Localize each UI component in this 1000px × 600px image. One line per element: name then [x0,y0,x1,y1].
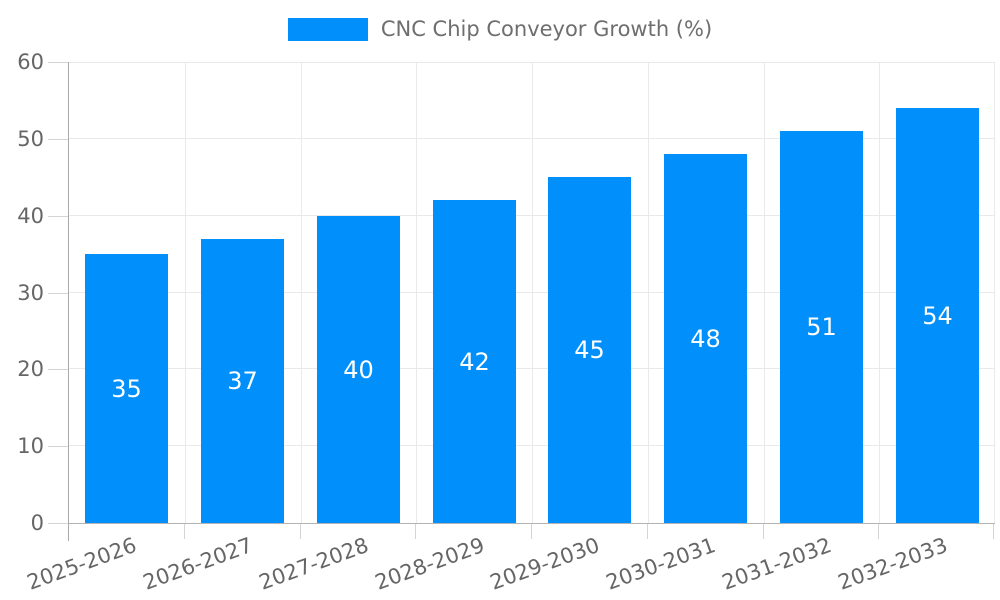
y-tick-label: 10 [17,434,44,459]
y-tick-label: 30 [17,280,44,305]
bar[interactable]: 42 [433,200,516,523]
bar-value-label: 51 [806,313,837,341]
bar[interactable]: 40 [317,216,400,523]
bar-value-label: 48 [690,324,721,353]
x-tick-label-text: 2026-2027 [140,533,256,595]
x-tick-label-text: 2025-2026 [24,533,141,595]
gridline-vertical [532,62,533,523]
x-axis-tick [646,524,648,539]
gridline-vertical [416,62,418,523]
x-axis-tick [993,524,994,539]
x-tick-label-text: 2028-2029 [371,533,488,595]
gridline-vertical [879,62,881,523]
x-axis-tick [183,524,185,539]
legend-item[interactable]: CNC Chip Conveyor Growth (%) [287,17,713,41]
y-tick-label: 0 [30,511,44,535]
y-axis-tick [48,369,68,371]
x-axis-tick [415,524,417,539]
x-tick-label-text: 2029-2030 [487,533,604,595]
x-tick-label-text: 2032-2033 [834,533,951,595]
legend: CNC Chip Conveyor Growth (%) [0,18,1000,41]
bar-value-label: 42 [459,347,490,376]
y-axis-tick [48,292,68,294]
y-axis-tick [48,446,68,448]
y-tick-label: 60 [17,50,44,74]
y-tick-label: 20 [17,357,44,382]
bar-value-label: 54 [922,301,953,330]
bar-value-label: 37 [227,367,258,395]
y-axis-tick [48,62,68,63]
bar-value-label: 35 [111,374,142,403]
x-tick-label-text: 2027-2028 [255,533,372,595]
legend-label: CNC Chip Conveyor Growth (%) [380,17,713,41]
x-axis-tick [878,524,880,539]
y-axis-tick [48,523,68,524]
gridline-vertical [763,62,765,523]
x-axis-tick [299,524,301,539]
x-tick-label-text: 2031-2032 [718,533,835,595]
bar[interactable]: 37 [201,239,284,523]
legend-swatch-icon [287,18,368,41]
x-axis-tick [68,524,69,541]
y-tick-label: 40 [17,203,44,228]
x-tick-label-text: 2030-2031 [603,533,719,595]
plot-area: 35 37 40 42 45 48 51 54 [68,62,995,524]
bar[interactable]: 45 [548,177,631,523]
bar[interactable]: 51 [780,131,863,523]
bar[interactable]: 54 [896,108,979,523]
gridline-vertical [300,62,302,523]
bar-value-label: 40 [343,355,374,384]
gridline-vertical [184,62,186,523]
gridline-vertical [647,62,649,523]
y-axis-tick [48,215,68,217]
x-axis-tick [531,524,532,539]
bar[interactable]: 35 [85,254,168,523]
x-axis-tick [762,524,764,539]
bar-value-label: 45 [574,336,605,364]
y-axis-tick [48,138,68,140]
y-tick-label: 50 [17,126,44,151]
gridline-vertical [994,62,995,523]
bar[interactable]: 48 [664,154,747,523]
